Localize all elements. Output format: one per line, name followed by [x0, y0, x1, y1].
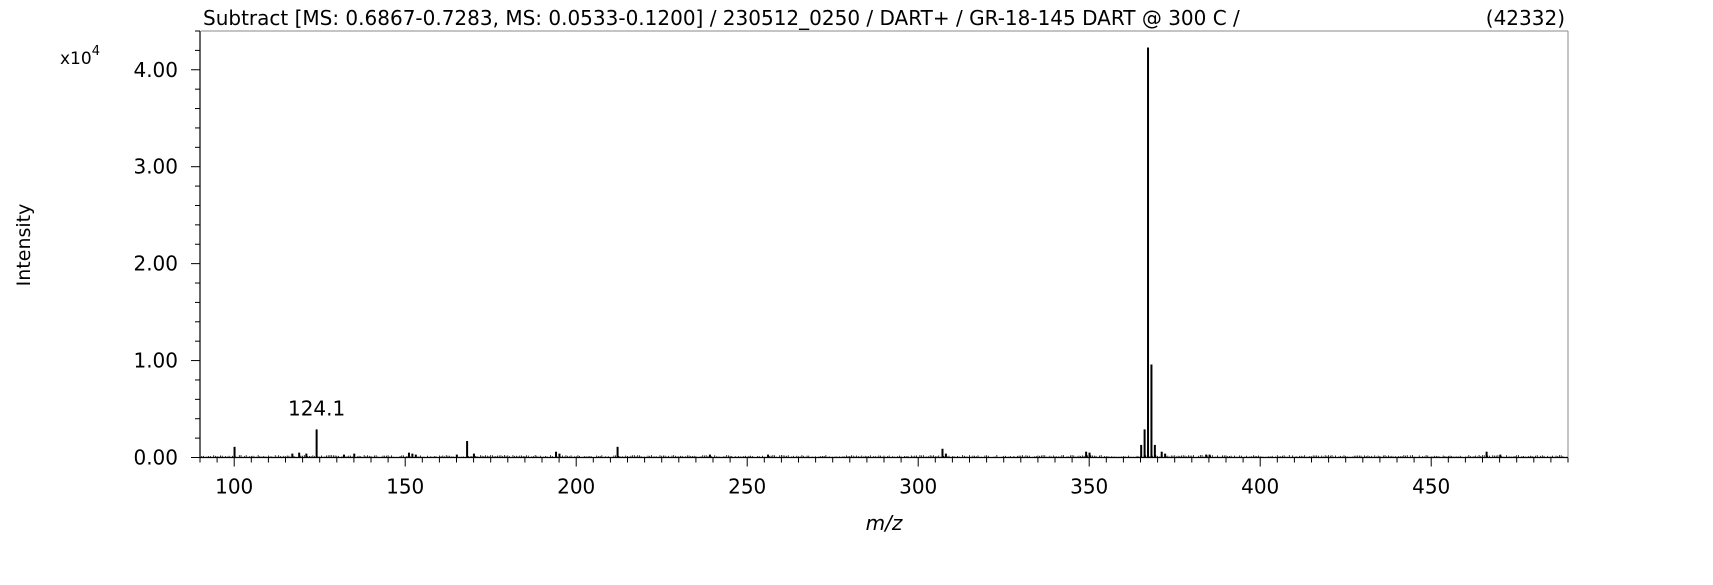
- max-count-label: (42332): [1486, 6, 1565, 30]
- y-tick-label: 0.00: [133, 446, 178, 470]
- y-tick-label: 2.00: [133, 252, 178, 276]
- y-tick-label: 4.00: [133, 58, 178, 82]
- baseline-noise: [201, 455, 1567, 458]
- x-tick-label: 250: [728, 475, 766, 499]
- x-axis-label: m/z: [866, 511, 903, 535]
- y-scale-exponent: 4: [92, 44, 100, 59]
- x-tick-label: 100: [215, 475, 253, 499]
- x-tick-label: 450: [1412, 475, 1450, 499]
- tick-labels: 100 150 200 250 300 350 400 450 0.00 1.00 2.00 3.00…: [133, 58, 1450, 499]
- axis-ticks: [191, 30, 1569, 467]
- spectrum-peaks: [233, 47, 1502, 458]
- y-axis-label: Intensity: [13, 204, 35, 287]
- x-tick-label: 400: [1241, 475, 1279, 499]
- y-tick-label: 3.00: [133, 155, 178, 179]
- y-tick-label: 1.00: [133, 349, 178, 373]
- chart-title: Subtract [MS: 0.6867-0.7283, MS: 0.0533-…: [203, 6, 1240, 30]
- y-scale-factor: x104: [60, 44, 100, 69]
- x-tick-label: 300: [899, 475, 937, 499]
- x-tick-label: 200: [557, 475, 595, 499]
- y-scale-base: x10: [60, 49, 92, 69]
- x-tick-label: 350: [1070, 475, 1108, 499]
- x-tick-label: 150: [386, 475, 424, 499]
- peak-label: 124.1: [288, 396, 345, 420]
